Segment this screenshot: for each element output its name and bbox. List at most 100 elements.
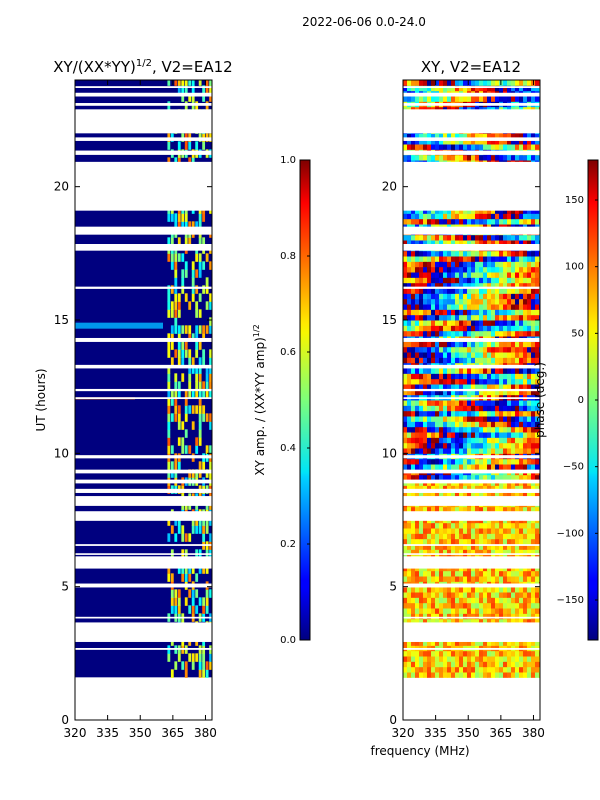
phase-cell — [511, 288, 516, 294]
phase-cell — [495, 666, 500, 673]
phase-cell — [511, 352, 516, 358]
phase-cell — [531, 384, 536, 390]
phase-cell — [495, 80, 500, 86]
phase-cell — [535, 656, 540, 662]
phase-cell — [487, 602, 492, 609]
amplitude-cell — [174, 589, 178, 598]
phase-cell — [463, 618, 468, 625]
phase-cell — [535, 208, 540, 214]
phase-cell — [479, 288, 484, 294]
phase-cell — [507, 528, 512, 534]
phase-cell — [415, 613, 420, 620]
phase-cell — [419, 272, 424, 278]
phase-cell — [443, 341, 448, 348]
phase-cell — [523, 522, 528, 529]
phase-cell — [447, 80, 452, 86]
phase-cell — [471, 240, 476, 246]
phase-cell — [407, 277, 412, 284]
y-tick-label: 5 — [61, 580, 69, 594]
phase-cell — [507, 85, 512, 92]
phase-cell — [495, 266, 500, 273]
phase-cell — [443, 352, 448, 358]
phase-cell — [519, 421, 524, 428]
phase-cell — [511, 421, 516, 428]
amplitude-cell — [202, 333, 206, 342]
phase-cell — [463, 416, 468, 422]
phase-cell — [415, 437, 420, 444]
phase-cell — [531, 656, 536, 662]
phase-cell — [431, 261, 436, 268]
phase-cell — [423, 448, 428, 454]
amplitude-cell — [209, 365, 212, 374]
phase-cell — [507, 661, 512, 668]
phase-cell — [419, 309, 424, 316]
amplitude-cell — [184, 80, 188, 86]
phase-cell — [423, 474, 428, 481]
phase-cell — [451, 597, 456, 604]
phase-cell — [403, 549, 408, 556]
phase-cell — [515, 138, 520, 145]
amplitude-cell — [205, 301, 209, 310]
phase-cell — [439, 592, 444, 598]
phase-cell — [431, 538, 436, 545]
phase-cell — [455, 352, 460, 358]
amplitude-cell — [202, 405, 206, 414]
phase-cell — [471, 650, 476, 657]
phase-cell — [435, 650, 440, 657]
amplitude-cell — [191, 421, 195, 430]
phase-cell — [443, 314, 448, 321]
amplitude-cell — [205, 445, 209, 454]
phase-cell — [459, 650, 464, 657]
phase-cell — [419, 250, 424, 257]
phase-cell — [535, 506, 540, 513]
phase-cell — [483, 138, 488, 145]
phase-cell — [527, 613, 532, 620]
phase-cell — [507, 400, 512, 406]
phase-cell — [459, 464, 464, 470]
phase-cell — [455, 426, 460, 433]
phase-cell — [479, 357, 484, 364]
phase-cell — [531, 272, 536, 278]
phase-cell — [535, 330, 540, 337]
phase-cell — [431, 352, 436, 358]
amplitude-cell — [195, 381, 199, 390]
phase-cell — [411, 373, 416, 380]
phase-cell — [499, 570, 504, 577]
phase-cell — [511, 293, 516, 300]
phase-cell — [519, 656, 524, 662]
phase-cell — [487, 325, 492, 332]
phase-cell — [499, 218, 504, 225]
amplitude-cell — [181, 357, 185, 366]
amplitude-cell — [195, 525, 199, 534]
phase-cell — [447, 309, 452, 316]
phase-cell — [499, 341, 504, 348]
amplitude-cell — [177, 381, 181, 390]
phase-cell — [459, 442, 464, 449]
phase-cell — [427, 368, 432, 374]
phase-cell — [503, 592, 508, 598]
phase-cell — [527, 154, 532, 161]
phase-cell — [479, 96, 484, 102]
phase-cell — [515, 421, 520, 428]
phase-cell — [495, 277, 500, 284]
phase-cell — [411, 288, 416, 294]
amplitude-cell — [181, 277, 185, 286]
phase-cell — [523, 330, 528, 337]
phase-cell — [483, 416, 488, 422]
phase-cell — [439, 410, 444, 417]
phase-cell — [415, 533, 420, 540]
phase-cell — [427, 288, 432, 294]
phase-cell — [523, 666, 528, 673]
phase-cell — [451, 437, 456, 444]
phase-cell — [451, 474, 456, 481]
phase-cell — [431, 448, 436, 454]
amplitude-cell — [195, 141, 199, 150]
phase-cell — [527, 602, 532, 609]
phase-cell — [439, 442, 444, 449]
phase-cell — [515, 592, 520, 598]
phase-cell — [407, 416, 412, 422]
phase-cell — [515, 672, 520, 678]
amplitude-cell — [177, 597, 181, 606]
phase-cell — [467, 261, 472, 268]
phase-cell — [459, 538, 464, 545]
